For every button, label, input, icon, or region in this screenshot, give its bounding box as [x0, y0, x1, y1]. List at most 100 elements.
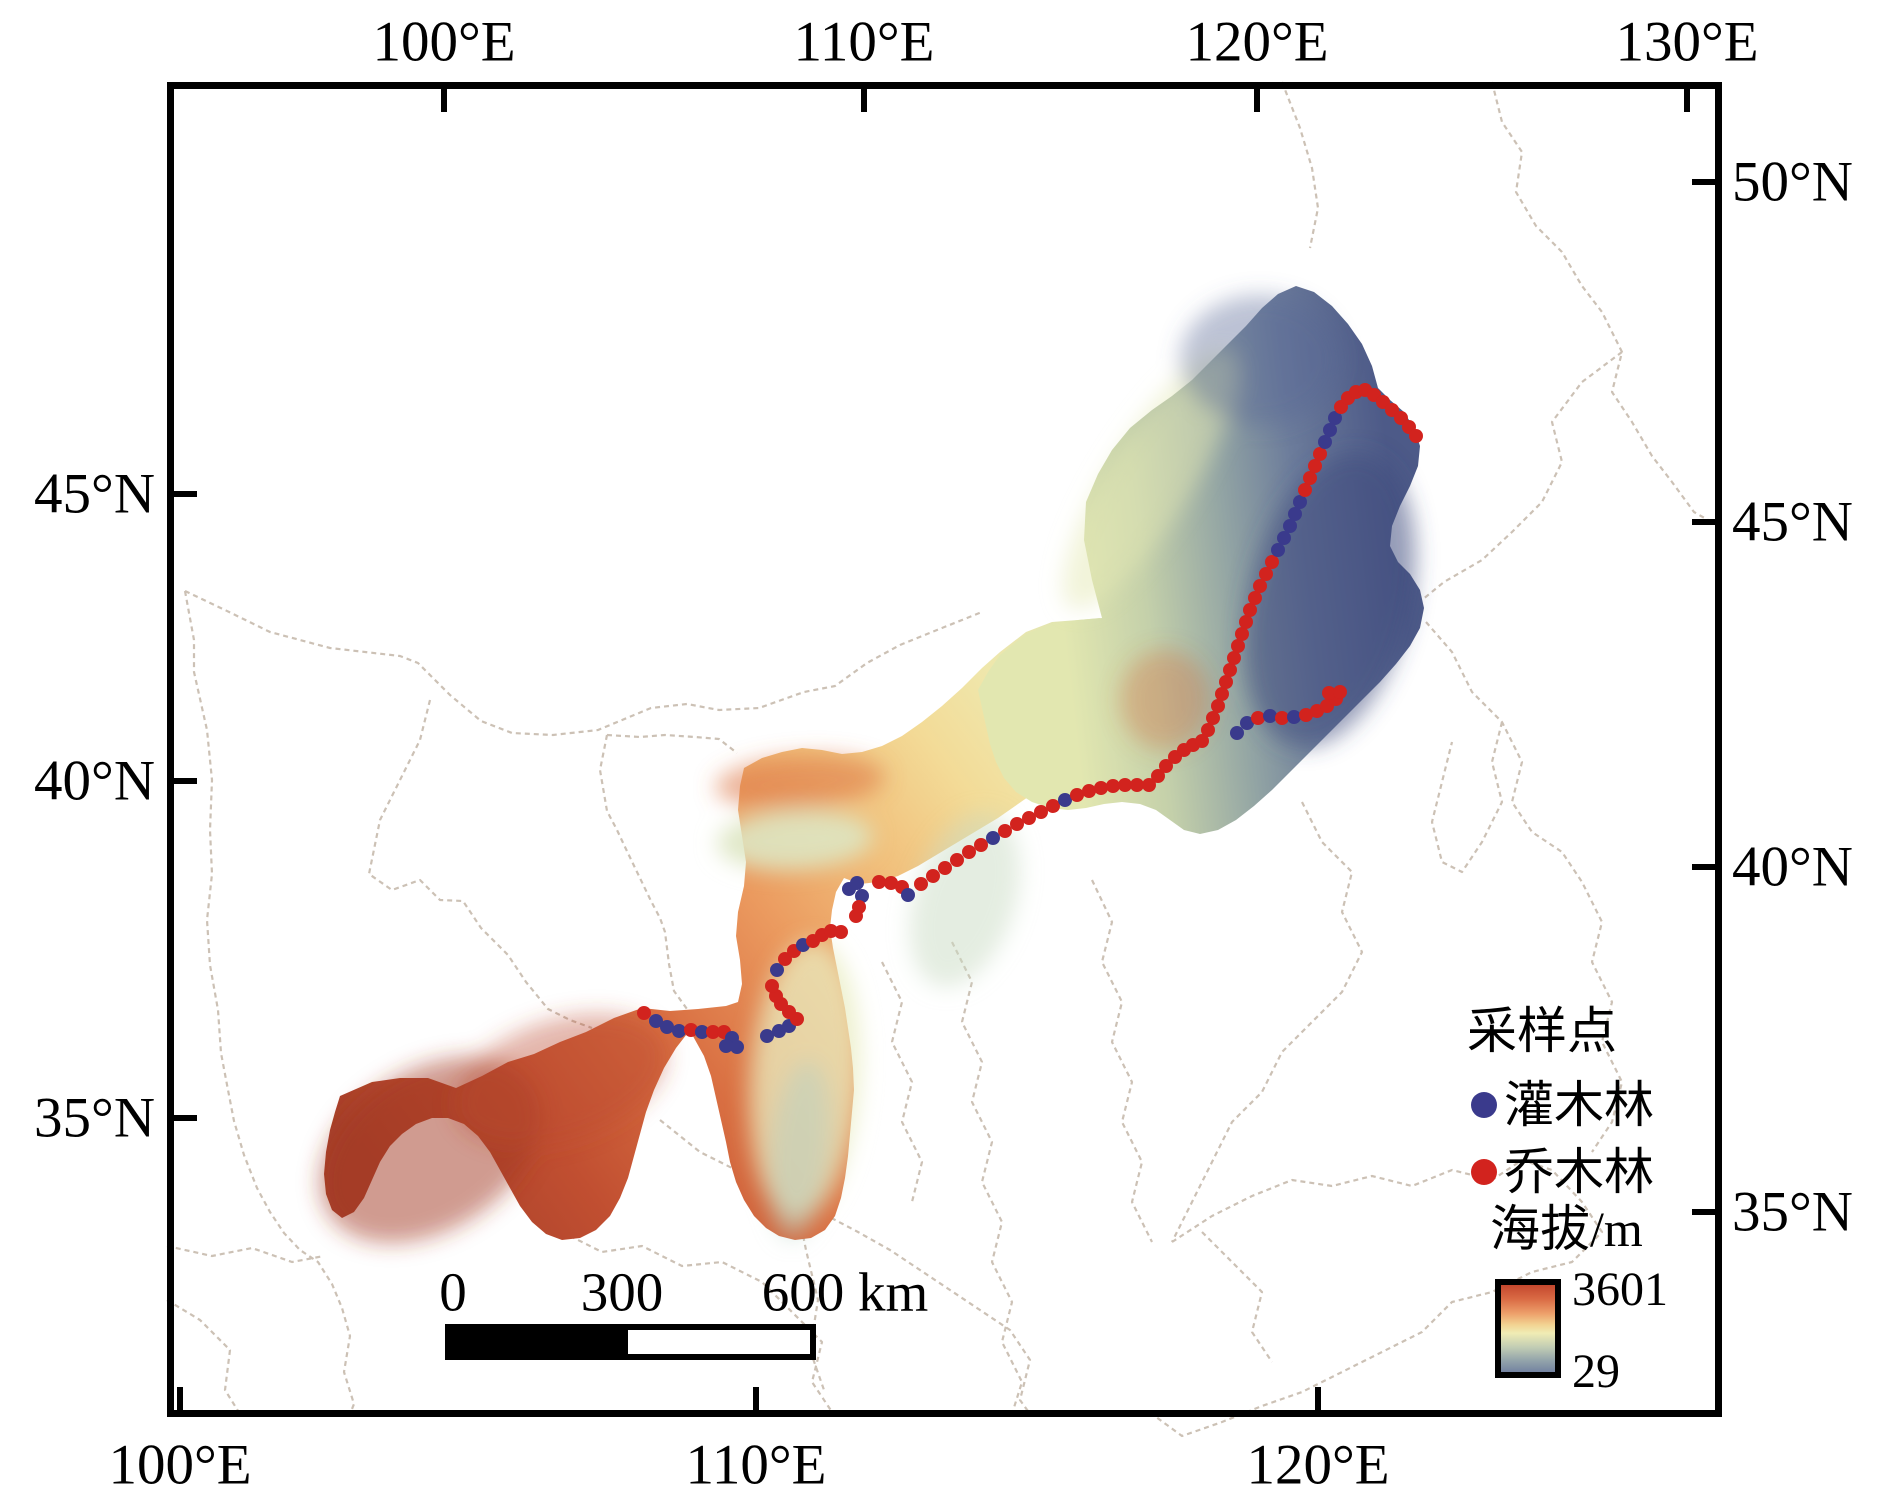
sample-point-arbor: [1376, 395, 1390, 409]
sample-point-arbor: [1253, 579, 1267, 593]
sample-point-arbor: [1333, 685, 1347, 699]
sample-point-shrub: [850, 876, 864, 890]
sample-point-arbor: [1385, 403, 1399, 417]
map-frame-group: [167, 82, 1722, 1417]
sample-point-shrub: [986, 831, 1000, 845]
sample-point-arbor: [1142, 778, 1156, 792]
boundary-hebei: [1091, 879, 1153, 1243]
sample-point-arbor: [1227, 651, 1241, 665]
legend-label-shrub: 灌木林: [1504, 1077, 1654, 1133]
boundary-coast-east: [1425, 621, 1624, 1153]
sample-point-shrub: [649, 1014, 663, 1028]
axis-label-top-120e: 120°E: [1185, 10, 1329, 74]
axis-label-left-40n: 40°N: [34, 749, 155, 813]
elevation-raster: [319, 286, 1424, 1243]
sample-point-arbor: [1251, 711, 1265, 725]
axis-label-right-35n: 35°N: [1732, 1180, 1853, 1244]
legend-label-arbor: 乔木林: [1504, 1144, 1654, 1200]
sample-point-arbor: [950, 853, 964, 867]
sample-point-arbor: [765, 979, 779, 993]
sample-point-arbor: [1106, 779, 1120, 793]
sample-point-arbor: [938, 861, 952, 875]
boundary-ne-branch: [1421, 351, 1623, 601]
sample-point-shrub: [1328, 411, 1342, 425]
axis-label-top-130e: 130°E: [1615, 10, 1759, 74]
sample-point-arbor: [1130, 778, 1144, 792]
sample-point-arbor: [872, 875, 886, 889]
sample-point-arbor: [1151, 769, 1165, 783]
sample-point-shrub: [1293, 495, 1307, 509]
sample-point-arbor: [1394, 411, 1408, 425]
sample-point-arbor: [1219, 675, 1233, 689]
sample-point-shrub: [719, 1039, 733, 1053]
sample-point-shrub: [672, 1024, 686, 1038]
sample-point-arbor: [1231, 639, 1245, 653]
sample-point-arbor: [1159, 759, 1173, 773]
sample-point-arbor: [778, 952, 792, 966]
sample-point-arbor: [962, 845, 976, 859]
sample-point-arbor: [1265, 555, 1279, 569]
colorbar-min-value: 29: [1572, 1345, 1620, 1398]
boundary-ningxia-top: [606, 733, 738, 754]
axis-label-left-45n: 45°N: [34, 462, 155, 526]
sample-point-shrub: [901, 888, 915, 902]
boundary-southwest2: [166, 1299, 241, 1415]
sample-point-arbor: [1211, 699, 1225, 713]
sample-point-shrub: [1323, 423, 1337, 437]
boundary-mongolia: [184, 590, 983, 737]
sample-point-arbor: [1298, 483, 1312, 497]
sample-point-arbor: [1313, 447, 1327, 461]
sample-point-arbor: [1322, 686, 1336, 700]
sample-point-shrub: [730, 1040, 744, 1054]
sample-point-arbor: [849, 909, 863, 923]
sample-point-arbor: [926, 869, 940, 883]
sample-point-shrub: [1263, 709, 1277, 723]
sample-point-arbor: [1308, 459, 1322, 473]
sample-point-arbor: [1010, 817, 1024, 831]
raster-accent-lobe-mid: [1180, 295, 1340, 425]
scalebar-label-300: 300: [580, 1261, 664, 1323]
sample-point-arbor: [1094, 781, 1108, 795]
sample-point-arbor: [974, 838, 988, 852]
sample-point-shrub: [1283, 519, 1297, 533]
sample-point-arbor: [998, 824, 1012, 838]
boundary-south3: [561, 1231, 833, 1413]
legend-dot-arbor: [1471, 1159, 1497, 1185]
sample-point-arbor: [706, 1025, 720, 1039]
raster-accent-sage-flat: [717, 809, 873, 871]
sample-point-arbor: [1299, 708, 1313, 722]
sample-point-shrub: [1058, 793, 1072, 807]
sample-point-arbor: [1303, 471, 1317, 485]
sample-point-arbor: [914, 877, 928, 891]
sample-point-arbor: [1034, 805, 1048, 819]
sample-point-arbor: [684, 1023, 698, 1037]
scalebar-label-0: 0: [439, 1261, 467, 1323]
axis-label-bottom-110e: 110°E: [685, 1433, 827, 1497]
boundary-southwest1: [166, 1244, 325, 1264]
legend-dot-shrub: [1471, 1092, 1497, 1118]
legend-elevation-label: 海拔/m: [1490, 1201, 1643, 1257]
boundary-shandong: [1151, 1158, 1604, 1438]
sample-point-shrub: [1318, 435, 1332, 449]
sample-point-arbor: [834, 925, 848, 939]
sample-point-arbor: [884, 876, 898, 890]
axis-label-left-35n: 35°N: [34, 1086, 155, 1150]
axis-label-top-100e: 100°E: [372, 10, 516, 74]
sample-point-shrub: [1288, 507, 1302, 521]
sample-point-shrub: [1271, 543, 1285, 557]
sample-point-shrub: [770, 963, 784, 977]
sample-point-arbor: [1201, 723, 1215, 737]
raster-accent-orange-top: [715, 755, 885, 809]
boundary-shaanxi-south: [881, 961, 924, 1203]
boundary-ningxia-west: [598, 734, 688, 1010]
axis-label-right-40n: 40°N: [1732, 835, 1853, 899]
scalebar-label-600km: 600 km: [761, 1261, 929, 1323]
sample-point-arbor: [637, 1006, 651, 1020]
boundary-liaodong: [1430, 721, 1504, 874]
boundary-west-ns: [183, 590, 356, 1415]
boundary-ne-right: [1490, 81, 1723, 529]
sample-point-shrub: [1240, 716, 1254, 730]
map-frame: [167, 82, 1722, 1417]
